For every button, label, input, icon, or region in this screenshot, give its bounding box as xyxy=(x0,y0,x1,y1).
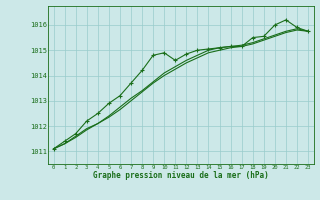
X-axis label: Graphe pression niveau de la mer (hPa): Graphe pression niveau de la mer (hPa) xyxy=(93,171,269,180)
